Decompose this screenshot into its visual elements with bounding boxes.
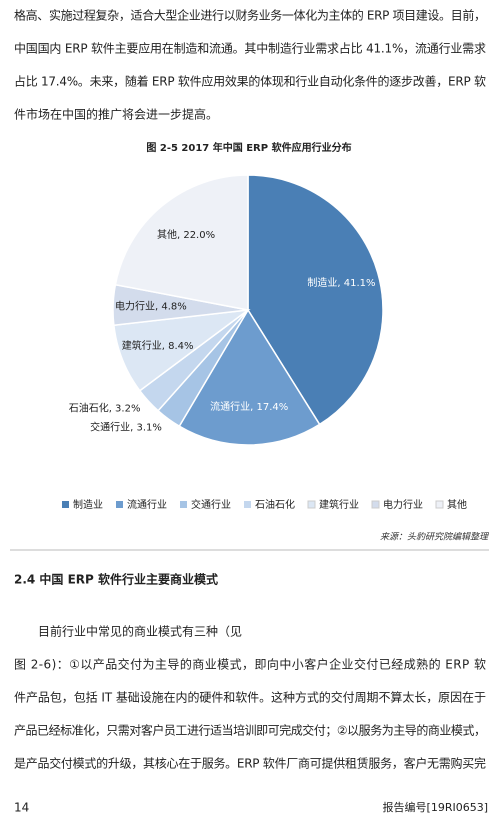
legend-swatch: [244, 501, 251, 508]
data-label: 电力行业, 4.8%: [115, 299, 187, 312]
data-label: 石油石化, 3.2%: [69, 401, 141, 414]
data-label: 其他, 22.0%: [157, 228, 215, 241]
chart-title: 图 2-5 2017 年中国 ERP 软件应用行业分布: [146, 141, 351, 154]
body-text: 是产品交付模式的升级，其核心在于服务。ERP 软件厂商可提供租赁服务，客户无需购…: [14, 756, 486, 771]
body-text: 中国国内 ERP 软件主要应用在制造和流通。其中制造行业需求占比 41.1%，流…: [14, 41, 486, 56]
body-text: 产品已经标准化，只需对客户员工进行适当培训即可完成交付；②以服务为主导的商业模式…: [14, 723, 486, 738]
data-label: 流通行业, 17.4%: [210, 400, 288, 413]
legend-label: 流通行业: [127, 498, 167, 511]
legend-label: 其他: [447, 498, 467, 511]
legend-label: 石油石化: [255, 498, 295, 511]
legend-swatch: [62, 501, 69, 508]
legend-swatch: [116, 501, 123, 508]
section-title: 2.4 中国 ERP 软件行业主要商业模式: [14, 572, 218, 587]
legend-swatch: [307, 500, 316, 509]
body-text: 格高、实施过程复杂，适合大型企业进行以财务业务一体化为主体的 ERP 项目建设。…: [14, 8, 486, 23]
source: 来源：头豹研究院编辑整理: [380, 532, 490, 543]
legend-swatch: [371, 500, 380, 509]
page-number: 14: [14, 801, 29, 815]
legend-label: 建筑行业: [319, 498, 359, 511]
legend-label: 制造业: [73, 498, 103, 511]
body-text: 件产品包，包括 IT 基础设施在内的硬件和软件。这种方式的交付周期不算太长，原因…: [14, 690, 486, 705]
report-id: 报告编号[19RI0653]: [383, 800, 488, 814]
body-text: 目前行业中常见的商业模式有三种（见: [38, 624, 242, 639]
data-label: 建筑行业, 8.4%: [122, 339, 194, 352]
pie-slice: [178, 308, 321, 446]
body-text: 件市场在中国的推广将会进一步提高。: [14, 107, 218, 122]
pie-slice: [114, 174, 249, 311]
body-text: 占比 17.4%。未来，随着 ERP 软件应用效果的体现和行业自动化条件的逐步改…: [14, 74, 486, 89]
legend-swatch: [435, 500, 444, 509]
legend-label: 交通行业: [191, 498, 231, 511]
data-label: 交通行业, 3.1%: [90, 421, 162, 434]
data-label: 制造业, 41.1%: [307, 276, 375, 289]
pie-slice: [247, 174, 384, 426]
body-text: 图 2-6)：①以产品交付为主导的商业模式，即向中小客户企业交付已经成熟的 ER…: [14, 657, 486, 672]
legend-label: 电力行业: [383, 498, 423, 511]
legend-swatch: [180, 501, 187, 508]
